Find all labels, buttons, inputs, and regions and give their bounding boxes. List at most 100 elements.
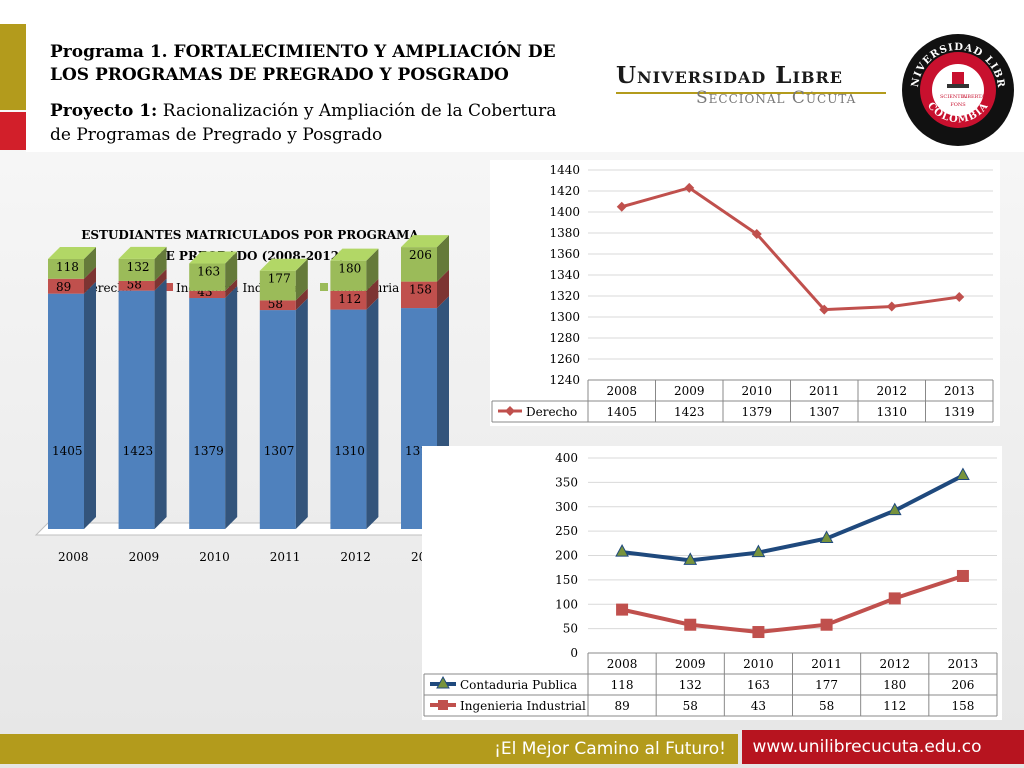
l2-ytick-400: 400 bbox=[555, 451, 578, 465]
l2-table-ingenieria-2012: 112 bbox=[883, 699, 906, 713]
l2-ytick-0: 0 bbox=[570, 646, 578, 660]
l2-point-ingenieria-2009 bbox=[684, 618, 697, 631]
l2-legend-label-contaduria: Contaduria Publica bbox=[460, 678, 577, 692]
l1-table-year-2009: 2009 bbox=[674, 384, 705, 398]
l1-table-year-2012: 2012 bbox=[876, 384, 907, 398]
bar-label-2013-2: 206 bbox=[409, 248, 432, 262]
l1-table-year-2011: 2011 bbox=[809, 384, 840, 398]
l1-point-2011 bbox=[819, 304, 830, 315]
l1-ytick-1300: 1300 bbox=[549, 310, 580, 324]
l1-point-2008 bbox=[616, 201, 627, 212]
seal-motto-center: FONS bbox=[950, 102, 966, 108]
l1-table-value-2012: 1310 bbox=[876, 405, 907, 419]
bar-label-2012-2: 180 bbox=[338, 262, 361, 276]
bar-2008-0: 1405 bbox=[48, 281, 96, 529]
l2-point-ingenieria-2008 bbox=[616, 603, 629, 616]
l2-legend-label-ingenieria: Ingenieria Industrial bbox=[460, 699, 586, 713]
bar-label-2011-0: 1307 bbox=[264, 444, 295, 458]
l1-ytick-1240: 1240 bbox=[549, 373, 580, 387]
derecho-line-chart: 1240 1260 1280 1300 1320 1340 1360 1380 1400 1420… bbox=[491, 163, 994, 423]
l2-ytick-200: 200 bbox=[555, 549, 578, 563]
bar-label-2010-2: 163 bbox=[197, 265, 220, 279]
bar-chart-title-line2: DE PREGRADO (2008-2012) bbox=[155, 249, 345, 263]
footer-slogan: ¡El Mejor Camino al Futuro! bbox=[494, 739, 726, 759]
l2-table-contaduria-2011: 177 bbox=[815, 678, 838, 692]
top-band bbox=[0, 0, 1024, 24]
l2-point-contaduria-2011 bbox=[819, 530, 834, 543]
university-name: Universidad Libre bbox=[616, 62, 843, 89]
seal-motto-left: SCIENTIA bbox=[940, 94, 967, 100]
l2-ytick-250: 250 bbox=[555, 524, 578, 538]
footer-url-link[interactable]: www.unilibrecucuta.edu.co bbox=[752, 737, 982, 757]
l1-point-2012 bbox=[886, 301, 897, 312]
program-title: Programa 1. FORTALECIMIENTO Y AMPLIACIÓN… bbox=[50, 42, 556, 85]
l1-ytick-1440: 1440 bbox=[549, 163, 580, 177]
footer-bar-red bbox=[742, 730, 1024, 764]
bar-label-2009-2: 132 bbox=[127, 260, 150, 274]
l2-ytick-300: 300 bbox=[555, 500, 578, 514]
legend-swatch-1 bbox=[165, 283, 173, 291]
l2-table-ingenieria-2008: 89 bbox=[614, 699, 629, 713]
bar-label-2008-0: 1405 bbox=[52, 444, 83, 458]
l1-table-year-2013: 2013 bbox=[944, 384, 975, 398]
university-seal-logo: UNIVERSIDAD LIBRE COLOMBIA SCIENTIA FONS… bbox=[900, 32, 1014, 146]
bar-xtick-2009: 2009 bbox=[129, 550, 160, 564]
bar-2011-0: 1307 bbox=[259, 298, 308, 529]
l2-point-contaduria-2008 bbox=[615, 544, 629, 557]
legend-swatch-2 bbox=[320, 283, 328, 291]
l2-ytick-100: 100 bbox=[555, 597, 578, 611]
l1-point-2010 bbox=[751, 229, 762, 240]
university-underline bbox=[616, 92, 886, 94]
l2-point-ingenieria-2013 bbox=[956, 569, 969, 582]
l1-point-2013 bbox=[954, 292, 965, 303]
l2-series-ingenieria bbox=[621, 574, 964, 635]
l2-ytick-150: 150 bbox=[555, 573, 578, 587]
bar-label-2011-2: 177 bbox=[268, 272, 291, 286]
l1-table-value-2009: 1423 bbox=[674, 405, 705, 419]
l1-ytick-1380: 1380 bbox=[549, 226, 580, 240]
l2-table-year-2013: 2013 bbox=[948, 657, 979, 671]
l2-table-year-2012: 2012 bbox=[879, 657, 910, 671]
bar-2010-0: 1379 bbox=[189, 286, 238, 529]
bar-label-2010-0: 1379 bbox=[193, 444, 224, 458]
bar-chart-title-line1: ESTUDIANTES MATRICULADOS POR PROGRAMA bbox=[81, 228, 419, 242]
bar-label-2008-1: 89 bbox=[56, 280, 71, 294]
l2-table-ingenieria-2013: 158 bbox=[951, 699, 974, 713]
l2-point-ingenieria-2012 bbox=[888, 592, 901, 605]
bar-2013-1: 158 bbox=[401, 269, 449, 309]
side-accent-red bbox=[0, 112, 26, 150]
bar-label-2009-0: 1423 bbox=[123, 444, 154, 458]
bar-2009-1: 58 bbox=[118, 268, 167, 292]
bar-2009-0: 1423 bbox=[118, 278, 167, 529]
l2-table-contaduria-2009: 132 bbox=[679, 678, 702, 692]
project-text: Racionalización y Ampliación de la Cober… bbox=[50, 101, 557, 145]
bar-2012-2: 180 bbox=[330, 248, 379, 291]
l1-table-value-2008: 1405 bbox=[606, 405, 637, 419]
l2-point-contaduria-2012 bbox=[887, 502, 902, 516]
l2-point-ingenieria-2011 bbox=[820, 618, 833, 631]
l2-point-contaduria-2009 bbox=[683, 552, 698, 565]
l1-legend-label: Derecho bbox=[526, 405, 577, 419]
bar-2011-2: 177 bbox=[259, 258, 308, 301]
l2-table-year-2011: 2011 bbox=[811, 657, 842, 671]
l2-table-contaduria-2008: 118 bbox=[611, 678, 634, 692]
l1-ytick-1280: 1280 bbox=[549, 331, 580, 345]
l1-table-value-2013: 1319 bbox=[944, 405, 975, 419]
l2-point-contaduria-2010 bbox=[751, 544, 766, 558]
l2-table-contaduria-2012: 180 bbox=[883, 678, 906, 692]
side-accent-gold bbox=[0, 24, 26, 110]
bar-xtick-2008: 2008 bbox=[58, 550, 89, 564]
bar-xtick-2010: 2010 bbox=[199, 550, 230, 564]
seal-motto-right: LIBERTATIS bbox=[962, 94, 994, 100]
l2-point-ingenieria-2010 bbox=[752, 626, 765, 639]
l2-series-contaduria bbox=[621, 473, 964, 563]
bar-label-2008-2: 118 bbox=[56, 260, 79, 274]
l2-ytick-50: 50 bbox=[563, 622, 578, 636]
bar-label-2012-0: 1310 bbox=[334, 444, 365, 458]
derecho-line-chart-panel bbox=[490, 160, 1000, 426]
l2-legend-marker-ingenieria bbox=[438, 700, 448, 710]
bar-2008-2: 118 bbox=[48, 246, 96, 279]
university-branch: Seccional Cúcuta bbox=[696, 88, 857, 108]
l1-ytick-1340: 1340 bbox=[549, 268, 580, 282]
stacked-bar-chart: ESTUDIANTES MATRICULADOS POR PROGRAMA DE… bbox=[34, 228, 472, 564]
